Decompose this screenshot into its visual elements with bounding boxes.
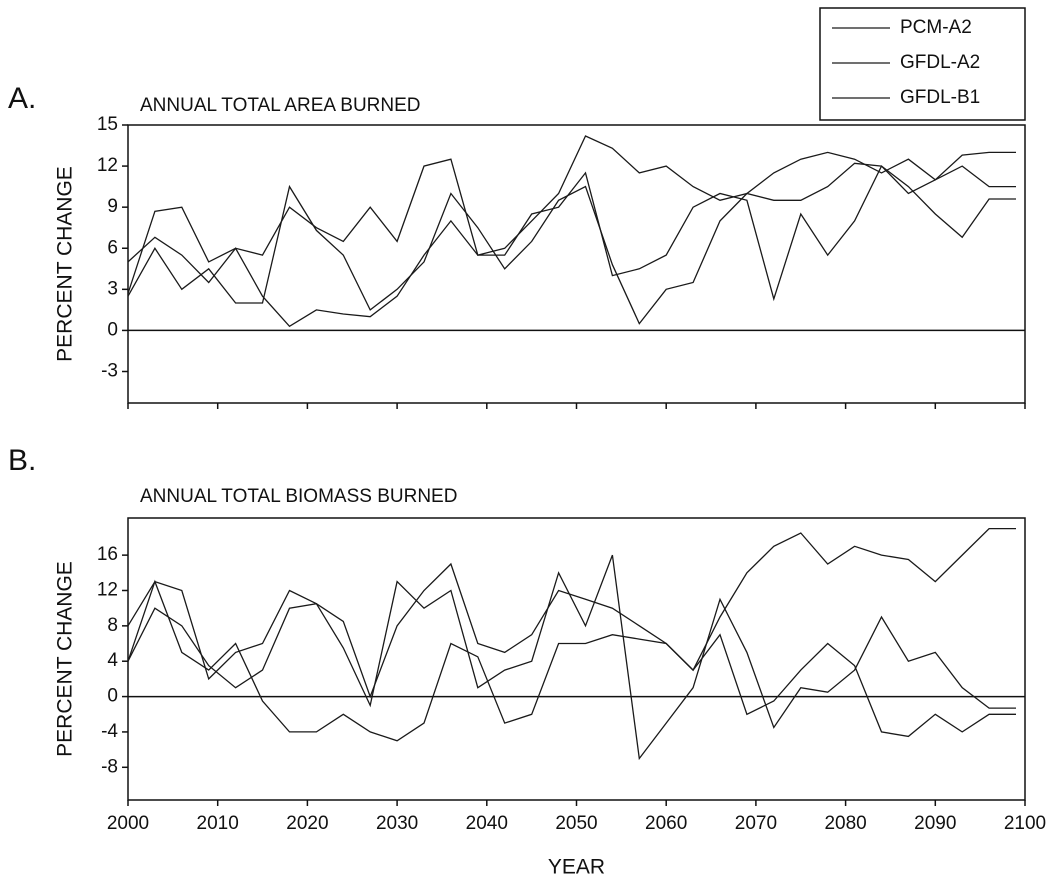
y-tick-label: 4	[107, 650, 118, 671]
legend-label: GFDL-B1	[900, 87, 980, 108]
series-line	[127, 554, 1016, 761]
y-tick-label: 15	[97, 114, 118, 135]
series-line	[127, 162, 1016, 325]
plot-frame	[127, 124, 1026, 404]
y-tick-label: -4	[101, 721, 118, 742]
series-line	[127, 579, 1016, 742]
x-tick-label: 2000	[107, 813, 149, 834]
legend-label: PCM-A2	[900, 17, 972, 38]
y-tick-label: 3	[107, 278, 118, 299]
panel-label: B.	[8, 444, 36, 477]
series-line	[127, 158, 1016, 302]
x-tick-label: 2050	[555, 813, 597, 834]
legend: PCM-A2 GFDL-A2 GFDL-B1	[819, 7, 1026, 121]
y-tick-label: 0	[107, 686, 118, 707]
legend-label: GFDL-A2	[900, 52, 980, 73]
panel: B. ANNUAL TOTAL BIOMASS BURNED PERCENT CHA…	[8, 444, 1046, 879]
y-tick-label: 0	[107, 319, 118, 340]
x-tick-label: 2080	[824, 813, 866, 834]
x-tick-label: 2070	[735, 813, 777, 834]
x-tick-label: 2020	[286, 813, 328, 834]
x-tick-label: 2010	[197, 813, 239, 834]
x-tick-label: 2030	[376, 813, 418, 834]
x-tick-label: 2060	[645, 813, 687, 834]
legend-box	[819, 7, 1026, 121]
plot-frame	[127, 517, 1026, 801]
panel-label: A.	[8, 82, 36, 115]
y-tick-label: 12	[97, 155, 118, 176]
y-axis-title: PERCENT CHANGE	[54, 166, 77, 362]
y-tick-label: 12	[97, 580, 118, 601]
y-tick-label: 16	[97, 544, 118, 565]
y-tick-label: -8	[101, 756, 118, 777]
x-tick-label: 2040	[466, 813, 508, 834]
series-line	[127, 527, 1016, 699]
y-tick-label: 6	[107, 237, 118, 258]
chart-title: ANNUAL TOTAL AREA BURNED	[140, 95, 421, 116]
chart-title: ANNUAL TOTAL BIOMASS BURNED	[140, 486, 457, 507]
x-tick-label: 2100	[1004, 813, 1046, 834]
x-axis-title: YEAR	[548, 856, 605, 879]
y-tick-label: -3	[101, 361, 118, 382]
series-line	[127, 135, 1016, 328]
y-tick-label: 9	[107, 196, 118, 217]
y-tick-label: 8	[107, 615, 118, 636]
x-tick-label: 2090	[914, 813, 956, 834]
y-axis-title: PERCENT CHANGE	[54, 561, 77, 757]
panel: A. ANNUAL TOTAL AREA BURNED PERCENT CHANGE…	[8, 82, 1026, 409]
